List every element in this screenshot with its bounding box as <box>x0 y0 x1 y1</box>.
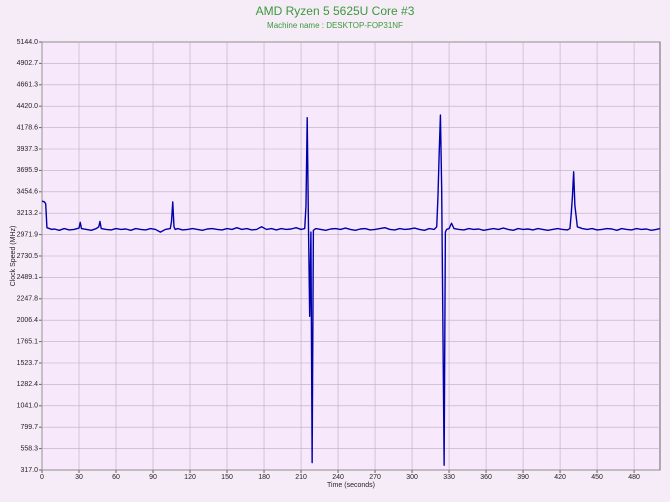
x-tick-label: 150 <box>221 474 233 481</box>
x-tick-label: 120 <box>184 474 196 481</box>
y-tick-label: 2971.9 <box>17 231 39 238</box>
y-tick-label: 3937.3 <box>17 146 39 153</box>
x-tick-label: 300 <box>406 474 418 481</box>
y-tick-label: 3695.9 <box>17 167 39 174</box>
y-tick-label: 4178.6 <box>17 124 39 131</box>
x-tick-label: 330 <box>443 474 455 481</box>
y-tick-label: 1765.1 <box>17 338 39 345</box>
y-tick-label: 2247.8 <box>17 296 39 303</box>
y-tick-label: 558.3 <box>20 445 38 452</box>
x-tick-label: 450 <box>591 474 603 481</box>
y-axis-label: Clock Speed (MHz) <box>10 226 17 287</box>
y-tick-label: 2730.5 <box>17 253 39 260</box>
y-tick-label: 4661.3 <box>17 82 39 89</box>
y-tick-label: 317.0 <box>20 467 38 474</box>
x-tick-label: 180 <box>258 474 270 481</box>
y-tick-label: 3213.2 <box>17 210 39 217</box>
x-tick-label: 90 <box>149 474 157 481</box>
x-tick-label: 270 <box>369 474 381 481</box>
y-tick-label: 5144.0 <box>17 39 39 46</box>
x-tick-label: 30 <box>75 474 83 481</box>
x-tick-label: 480 <box>628 474 640 481</box>
chart-subtitle: Machine name : DESKTOP-FOP31NF <box>267 21 403 30</box>
y-tick-label: 3454.6 <box>17 189 39 196</box>
x-tick-label: 0 <box>40 474 44 481</box>
x-tick-label: 240 <box>332 474 344 481</box>
x-tick-label: 360 <box>480 474 492 481</box>
y-tick-label: 1282.4 <box>17 381 39 388</box>
x-tick-label: 390 <box>517 474 529 481</box>
data-line <box>41 114 661 466</box>
y-tick-label: 4902.7 <box>17 60 39 67</box>
x-axis-label: Time (seconds) <box>327 482 375 489</box>
chart-title: AMD Ryzen 5 5625U Core #3 <box>256 4 415 18</box>
x-tick-label: 210 <box>295 474 307 481</box>
y-tick-label: 799.7 <box>20 424 38 431</box>
y-tick-label: 2489.1 <box>17 274 39 281</box>
x-tick-label: 420 <box>554 474 566 481</box>
y-tick-label: 2006.4 <box>17 317 39 324</box>
y-tick-label: 4420.0 <box>17 103 39 110</box>
x-tick-label: 60 <box>112 474 120 481</box>
y-tick-label: 1523.7 <box>17 360 39 367</box>
y-tick-label: 1041.0 <box>17 403 39 410</box>
